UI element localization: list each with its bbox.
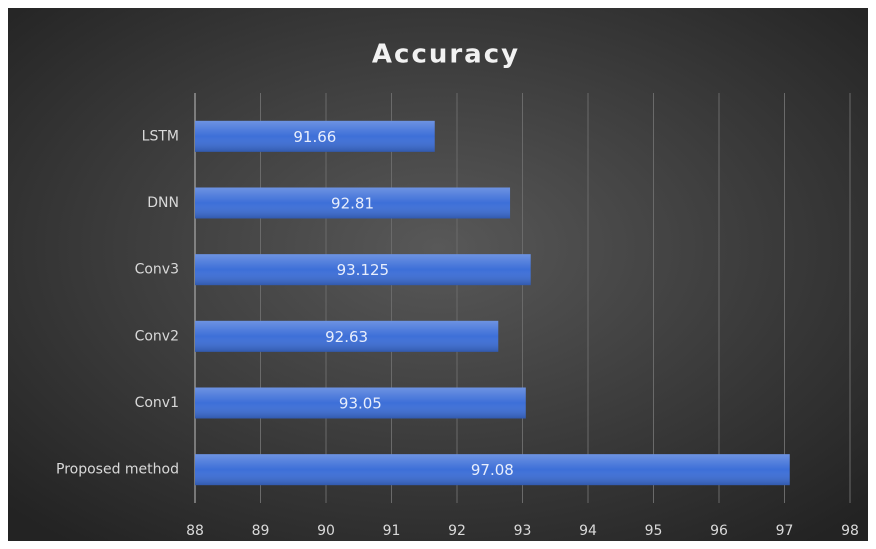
x-tick-label: 93 (514, 523, 532, 539)
data-label: 91.66 (293, 128, 336, 146)
x-tick-label: 89 (252, 523, 270, 539)
x-tick-label: 97 (776, 523, 794, 539)
y-tick-label: Conv1 (135, 395, 179, 411)
y-tick-label: DNN (147, 195, 179, 211)
data-label: 92.63 (325, 328, 368, 346)
data-label: 92.81 (331, 195, 374, 213)
y-tick-label: Conv2 (135, 328, 179, 344)
x-tick-label: 94 (579, 523, 597, 539)
data-label: 97.08 (471, 461, 514, 479)
x-tick-label: 92 (448, 523, 466, 539)
chart-title: Accuracy (372, 40, 520, 70)
data-label: 93.05 (339, 395, 382, 413)
y-tick-label: Proposed method (56, 462, 179, 478)
x-tick-label: 95 (645, 523, 663, 539)
x-tick-label: 90 (317, 523, 335, 539)
y-tick-label: Conv3 (135, 262, 179, 278)
x-tick-label: 96 (710, 523, 728, 539)
data-label: 93.125 (337, 261, 390, 279)
x-tick-label: 91 (383, 523, 401, 539)
y-tick-label: LSTM (142, 128, 179, 144)
x-tick-label: 98 (841, 523, 859, 539)
x-tick-label: 88 (186, 523, 204, 539)
